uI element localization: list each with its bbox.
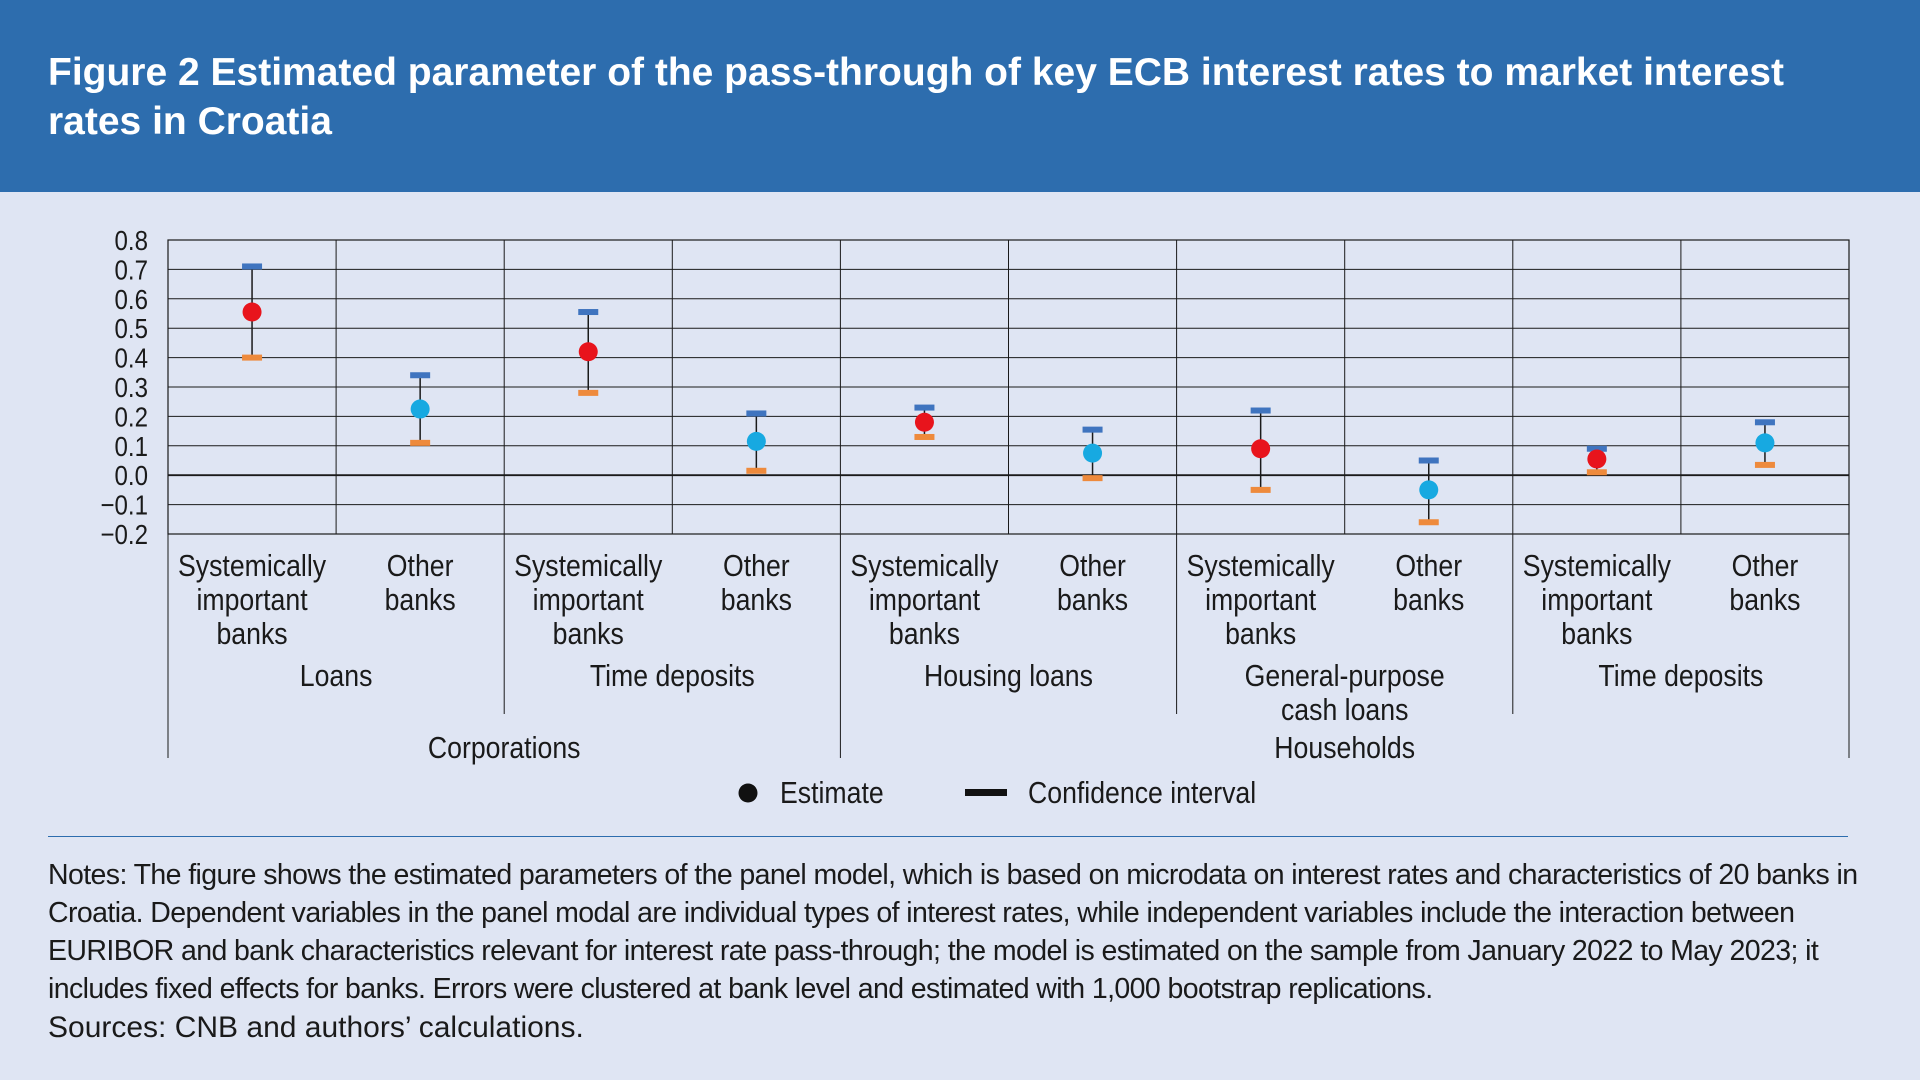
estimate-point xyxy=(1083,443,1103,463)
category-label: banks xyxy=(721,583,792,617)
y-tick-label: 0.4 xyxy=(115,342,148,374)
legend-label-estimate: Estimate xyxy=(780,776,884,810)
sector-label: Corporations xyxy=(428,731,581,765)
figure-title: Figure 2 Estimated parameter of the pass… xyxy=(48,51,1784,143)
legend-label-ci: Confidence interval xyxy=(1028,776,1256,810)
category-label: Systemically xyxy=(1187,549,1336,583)
group-label: Time deposits xyxy=(590,659,755,693)
ci-lower-cap xyxy=(1586,469,1607,476)
category-label: banks xyxy=(1561,617,1632,651)
y-tick-label: 0.3 xyxy=(115,371,148,403)
ci-upper-cap xyxy=(578,309,599,316)
category-label: Systemically xyxy=(178,549,327,583)
estimate-point xyxy=(242,302,262,322)
category-label: Systemically xyxy=(514,549,663,583)
group-label: General-purpose xyxy=(1245,659,1445,693)
ci-upper-cap xyxy=(1754,419,1775,426)
estimate-point xyxy=(746,431,766,451)
category-label: Systemically xyxy=(850,549,999,583)
sources-text: Sources: CNB and authors’ calculations. xyxy=(48,1011,584,1044)
category-label: important xyxy=(196,583,307,617)
category-label: important xyxy=(869,583,980,617)
ci-upper-cap xyxy=(1250,407,1271,414)
ci-lower-cap xyxy=(1754,461,1775,468)
category-label: banks xyxy=(1729,583,1800,617)
category-label: banks xyxy=(216,617,287,651)
group-label: Loans xyxy=(300,659,373,693)
ci-upper-cap xyxy=(914,404,935,411)
y-tick-label: 0.6 xyxy=(115,283,148,315)
category-label: Other xyxy=(723,549,790,583)
group-label: cash loans xyxy=(1281,693,1408,727)
group-label: Time deposits xyxy=(1598,659,1763,693)
ci-lower-cap xyxy=(1250,486,1271,493)
y-tick-label: 0.5 xyxy=(115,312,148,344)
group-label: Housing loans xyxy=(924,659,1093,693)
category-label: Other xyxy=(1059,549,1126,583)
category-label: important xyxy=(1205,583,1316,617)
legend-dot-icon xyxy=(738,783,758,803)
estimate-point xyxy=(410,399,430,419)
y-tick-label: −0.2 xyxy=(100,518,148,550)
ci-upper-cap xyxy=(1586,445,1607,452)
category-label: banks xyxy=(1225,617,1296,651)
y-tick-label: 0.1 xyxy=(115,430,148,462)
estimate-point xyxy=(1755,433,1775,453)
divider xyxy=(48,836,1848,837)
ci-lower-cap xyxy=(578,389,599,396)
y-tick-label: 0.7 xyxy=(115,254,148,286)
pass-through-chart: 0.80.70.60.50.40.30.20.10.0−0.1−0.2 Syste… xyxy=(100,224,1850,811)
ci-upper-cap xyxy=(746,410,767,417)
category-label: Other xyxy=(387,549,454,583)
category-label: banks xyxy=(889,617,960,651)
ci-lower-cap xyxy=(242,354,263,361)
y-tick-label: 0.8 xyxy=(115,224,148,256)
y-tick-label: 0.2 xyxy=(115,401,148,433)
figure-header: Figure 2 Estimated parameter of the pass… xyxy=(0,0,1920,192)
category-label: banks xyxy=(1393,583,1464,617)
category-label: banks xyxy=(553,617,624,651)
category-label: banks xyxy=(1057,583,1128,617)
estimate-point xyxy=(1251,439,1271,459)
category-label: banks xyxy=(385,583,456,617)
notes-text: Notes: The figure shows the estimated pa… xyxy=(48,859,1858,1005)
notes-section: Notes: The figure shows the estimated pa… xyxy=(48,856,1888,1048)
legend-dash-icon xyxy=(965,789,1007,796)
estimate-point xyxy=(1587,449,1607,469)
estimate-point xyxy=(1419,480,1439,500)
estimate-point xyxy=(578,342,598,362)
category-label: important xyxy=(1541,583,1652,617)
ci-upper-cap xyxy=(410,372,431,379)
category-label: Systemically xyxy=(1523,549,1672,583)
ci-lower-cap xyxy=(746,467,767,474)
estimate-point xyxy=(914,412,934,432)
ci-upper-cap xyxy=(1418,457,1439,464)
ci-lower-cap xyxy=(410,439,431,446)
y-tick-label: 0.0 xyxy=(115,459,148,491)
category-label: Other xyxy=(1732,549,1799,583)
ci-lower-cap xyxy=(1082,475,1103,482)
category-label: Other xyxy=(1395,549,1462,583)
sector-label: Households xyxy=(1274,731,1415,765)
category-label: important xyxy=(533,583,644,617)
ci-upper-cap xyxy=(1082,426,1103,433)
ci-lower-cap xyxy=(1418,519,1439,526)
y-tick-label: −0.1 xyxy=(100,489,148,521)
ci-lower-cap xyxy=(914,433,935,440)
ci-upper-cap xyxy=(242,263,263,270)
